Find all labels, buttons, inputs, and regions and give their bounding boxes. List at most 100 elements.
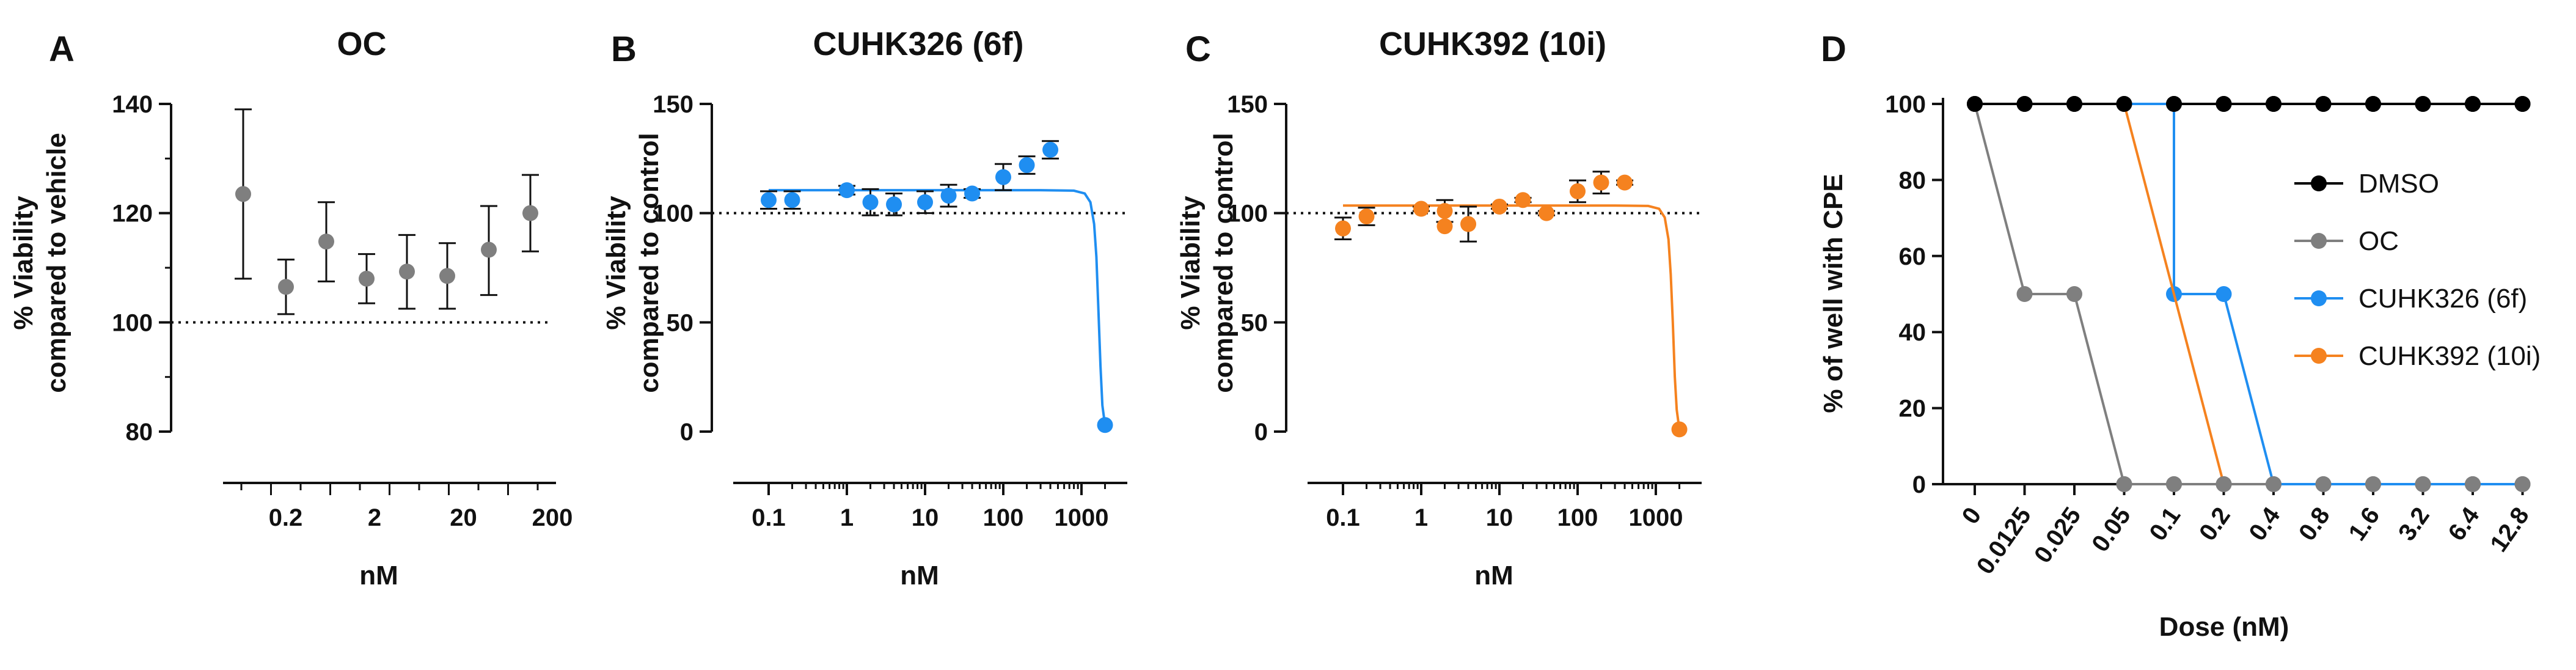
oc-point bbox=[2266, 476, 2281, 492]
y-axis-label: % Viability compared to control bbox=[601, 133, 664, 392]
panel-title: CUHK326 (6f) bbox=[813, 26, 1023, 62]
oc-point bbox=[2315, 476, 2332, 492]
dmso-point bbox=[2216, 96, 2232, 112]
y-axis-label: % Viability compared to control bbox=[1176, 133, 1239, 392]
x-tick-label: 6.4 bbox=[2443, 502, 2484, 545]
dmso-point bbox=[2016, 96, 2033, 112]
legend-marker bbox=[2311, 175, 2327, 191]
dmso-point bbox=[1967, 96, 1983, 112]
y-tick-label: 80 bbox=[1899, 167, 1927, 194]
x-tick-label: 200 bbox=[532, 504, 573, 531]
x-tick-label: 0.1 bbox=[1326, 504, 1360, 531]
y-axis-label-line: compared to control bbox=[634, 133, 664, 392]
x-tick-label: 1 bbox=[1414, 504, 1428, 531]
data-point bbox=[995, 169, 1011, 185]
dmso-point bbox=[2116, 96, 2132, 112]
y-tick-label: 100 bbox=[1885, 91, 1926, 118]
data-point bbox=[1358, 208, 1375, 225]
legend-label: CUHK326 (6f) bbox=[2358, 284, 2527, 314]
legend-label: CUHK392 (10i) bbox=[2358, 341, 2541, 371]
y-axis-label-line: compared to vehicle bbox=[42, 133, 71, 392]
dmso-point bbox=[2266, 96, 2281, 112]
fit-curve bbox=[769, 189, 1107, 425]
data-point bbox=[1097, 417, 1113, 433]
dmso-point bbox=[2166, 96, 2182, 112]
y-tick-label: 80 bbox=[126, 419, 153, 446]
dmso-point bbox=[2514, 96, 2531, 112]
panel-title: CUHK392 (10i) bbox=[1379, 26, 1606, 62]
data-point bbox=[940, 188, 957, 204]
y-tick-label: 150 bbox=[1227, 91, 1268, 118]
y-tick-label: 20 bbox=[1899, 396, 1927, 422]
legend-marker bbox=[2311, 233, 2327, 249]
y-tick-label: 100 bbox=[112, 309, 153, 336]
data-point bbox=[1042, 142, 1059, 158]
x-tick-label: 100 bbox=[1557, 504, 1598, 531]
y-tick-label: 120 bbox=[112, 201, 153, 227]
x-tick-label: 1000 bbox=[1055, 504, 1109, 531]
legend-marker bbox=[2311, 348, 2327, 364]
y-axis-label-line: % Viability bbox=[9, 196, 38, 330]
panel-label: A bbox=[49, 29, 75, 69]
data-point bbox=[399, 263, 415, 280]
x-axis-label: Dose (nM) bbox=[2159, 612, 2289, 642]
dmso-point bbox=[2066, 96, 2082, 112]
fit-curve bbox=[1343, 204, 1681, 430]
data-point bbox=[917, 194, 933, 210]
oc-point bbox=[2116, 476, 2132, 492]
x-tick-label: 0.0125 bbox=[1972, 502, 2036, 579]
data-point bbox=[522, 205, 538, 221]
data-point bbox=[1617, 174, 1633, 191]
data-point bbox=[784, 192, 800, 208]
y-axis-label-line: % Viability bbox=[1176, 196, 1206, 330]
x-tick-label: 0 bbox=[1957, 502, 1987, 529]
legend-marker bbox=[2311, 290, 2327, 306]
data-point bbox=[1539, 205, 1555, 221]
y-axis-label: % of well with CPE bbox=[1818, 174, 1848, 413]
x-tick-label: 10 bbox=[1486, 504, 1513, 531]
data-point bbox=[439, 268, 455, 284]
data-point bbox=[1491, 198, 1507, 215]
x-tick-label: 100 bbox=[983, 504, 1024, 531]
x-tick-label: 0.2 bbox=[269, 504, 303, 531]
oc-point bbox=[2465, 476, 2481, 492]
panel-label: B bbox=[611, 29, 637, 69]
x-tick-label: 3.2 bbox=[2393, 502, 2435, 546]
x-tick-label: 20 bbox=[450, 504, 477, 531]
data-point bbox=[1019, 157, 1035, 174]
x-tick-label: 1000 bbox=[1629, 504, 1683, 531]
panel-label: D bbox=[1821, 29, 1846, 69]
x-tick-label: 0.2 bbox=[2194, 502, 2236, 546]
panel-title: OC bbox=[337, 26, 387, 62]
data-point bbox=[839, 182, 855, 199]
oc-point bbox=[2365, 476, 2381, 492]
x-tick-label: 0.1 bbox=[2144, 502, 2186, 546]
cuhk326-point bbox=[2216, 286, 2232, 302]
y-axis-label-line: compared to control bbox=[1209, 133, 1239, 392]
data-point bbox=[1436, 218, 1453, 235]
oc-point bbox=[2415, 476, 2431, 492]
oc-point bbox=[2166, 476, 2182, 492]
data-point bbox=[862, 194, 879, 210]
y-tick-label: 150 bbox=[653, 91, 693, 118]
x-tick-label: 2 bbox=[368, 504, 381, 531]
y-axis-label-line: % Viability bbox=[601, 196, 631, 330]
panel-b: B CUHK326 (6f) 0 50 100 150 0.1 1 10 100 1000 nM % V… bbox=[601, 26, 1127, 591]
y-tick-label: 0 bbox=[1912, 471, 1926, 498]
data-point bbox=[359, 270, 375, 287]
y-tick-label: 0 bbox=[680, 419, 693, 446]
y-tick-label: 60 bbox=[1899, 243, 1927, 270]
data-point bbox=[235, 186, 251, 202]
y-tick-label: 50 bbox=[1241, 309, 1268, 336]
x-axis-label: nM bbox=[1474, 561, 1513, 591]
y-tick-label: 100 bbox=[653, 201, 693, 227]
y-tick-label: 40 bbox=[1899, 319, 1927, 346]
oc-point bbox=[2066, 286, 2082, 302]
data-point bbox=[1593, 174, 1609, 191]
panel-a: A OC 80 100 120 140 0.2 2 20 200 nM % Viability comp… bbox=[9, 26, 573, 591]
dmso-point bbox=[2465, 96, 2481, 112]
panel-c: C CUHK392 (10i) 0 50 100 150 0.1 1 10 100 1000 nM % … bbox=[1176, 26, 1702, 591]
data-point bbox=[964, 185, 981, 202]
y-tick-label: 0 bbox=[1254, 419, 1268, 446]
